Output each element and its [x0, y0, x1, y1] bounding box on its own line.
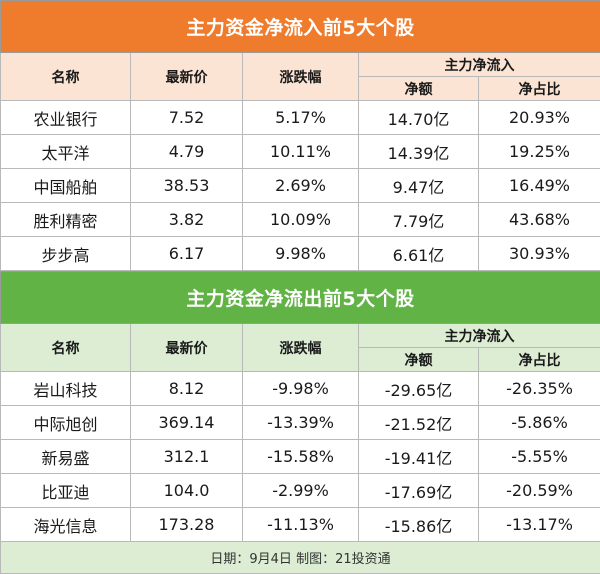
header-ratio: 净占比: [479, 348, 600, 372]
stock-net: -17.69亿: [359, 474, 479, 508]
stock-change: -13.39%: [243, 406, 359, 440]
stock-change: 10.11%: [243, 135, 359, 169]
stock-price: 8.12: [131, 372, 243, 406]
inflow-table: 主力资金净流入前5大个股 名称 最新价 涨跌幅 主力净流入 净额 净占比 农业银…: [0, 0, 600, 271]
stock-price: 369.14: [131, 406, 243, 440]
stock-change: -2.99%: [243, 474, 359, 508]
stock-name: 海光信息: [1, 508, 131, 542]
stock-ratio: -20.59%: [479, 474, 600, 508]
table-row: 中国船舶 38.53 2.69% 9.47亿 16.49%: [1, 169, 600, 203]
stock-net: 6.61亿: [359, 237, 479, 271]
header-price: 最新价: [131, 53, 243, 101]
stock-price: 7.52: [131, 101, 243, 135]
stock-net: -29.65亿: [359, 372, 479, 406]
stock-name: 步步高: [1, 237, 131, 271]
header-change: 涨跌幅: [243, 324, 359, 372]
stock-change: -15.58%: [243, 440, 359, 474]
header-group: 主力净流入: [359, 324, 600, 348]
header-change: 涨跌幅: [243, 53, 359, 101]
stock-change: 5.17%: [243, 101, 359, 135]
stock-ratio: 16.49%: [479, 169, 600, 203]
header-ratio: 净占比: [479, 77, 600, 101]
stock-change: 9.98%: [243, 237, 359, 271]
table-row: 农业银行 7.52 5.17% 14.70亿 20.93%: [1, 101, 600, 135]
stock-ratio: 30.93%: [479, 237, 600, 271]
stock-name: 农业银行: [1, 101, 131, 135]
stock-ratio: 43.68%: [479, 203, 600, 237]
stock-name: 比亚迪: [1, 474, 131, 508]
stock-net: 14.70亿: [359, 101, 479, 135]
table-row: 新易盛 312.1 -15.58% -19.41亿 -5.55%: [1, 440, 600, 474]
stock-name: 中际旭创: [1, 406, 131, 440]
stock-price: 6.17: [131, 237, 243, 271]
stock-ratio: 20.93%: [479, 101, 600, 135]
table-row: 岩山科技 8.12 -9.98% -29.65亿 -26.35%: [1, 372, 600, 406]
inflow-title: 主力资金净流入前5大个股: [1, 1, 600, 53]
stock-name: 胜利精密: [1, 203, 131, 237]
header-name: 名称: [1, 324, 131, 372]
stock-name: 新易盛: [1, 440, 131, 474]
stock-price: 3.82: [131, 203, 243, 237]
stock-net: 14.39亿: [359, 135, 479, 169]
stock-price: 104.0: [131, 474, 243, 508]
stock-ratio: 19.25%: [479, 135, 600, 169]
table-row: 中际旭创 369.14 -13.39% -21.52亿 -5.86%: [1, 406, 600, 440]
header-net: 净额: [359, 77, 479, 101]
stock-net: -15.86亿: [359, 508, 479, 542]
stock-net: 9.47亿: [359, 169, 479, 203]
stock-name: 岩山科技: [1, 372, 131, 406]
table-row: 胜利精密 3.82 10.09% 7.79亿 43.68%: [1, 203, 600, 237]
stock-price: 312.1: [131, 440, 243, 474]
stock-ratio: -5.86%: [479, 406, 600, 440]
table-row: 步步高 6.17 9.98% 6.61亿 30.93%: [1, 237, 600, 271]
table-row: 比亚迪 104.0 -2.99% -17.69亿 -20.59%: [1, 474, 600, 508]
stock-ratio: -13.17%: [479, 508, 600, 542]
table-row: 太平洋 4.79 10.11% 14.39亿 19.25%: [1, 135, 600, 169]
header-group: 主力净流入: [359, 53, 600, 77]
header-net: 净额: [359, 348, 479, 372]
stock-name: 太平洋: [1, 135, 131, 169]
outflow-table: 主力资金净流出前5大个股 名称 最新价 涨跌幅 主力净流入 净额 净占比 岩山科…: [0, 271, 600, 574]
header-name: 名称: [1, 53, 131, 101]
stock-change: 2.69%: [243, 169, 359, 203]
outflow-title: 主力资金净流出前5大个股: [1, 272, 600, 324]
stock-net: -19.41亿: [359, 440, 479, 474]
stock-change: -9.98%: [243, 372, 359, 406]
stock-change: 10.09%: [243, 203, 359, 237]
stock-net: -21.52亿: [359, 406, 479, 440]
stock-price: 4.79: [131, 135, 243, 169]
stock-price: 173.28: [131, 508, 243, 542]
stock-change: -11.13%: [243, 508, 359, 542]
stock-name: 中国船舶: [1, 169, 131, 203]
stock-ratio: -26.35%: [479, 372, 600, 406]
stock-price: 38.53: [131, 169, 243, 203]
header-price: 最新价: [131, 324, 243, 372]
table-row: 海光信息 173.28 -11.13% -15.86亿 -13.17%: [1, 508, 600, 542]
stock-net: 7.79亿: [359, 203, 479, 237]
stock-ratio: -5.55%: [479, 440, 600, 474]
